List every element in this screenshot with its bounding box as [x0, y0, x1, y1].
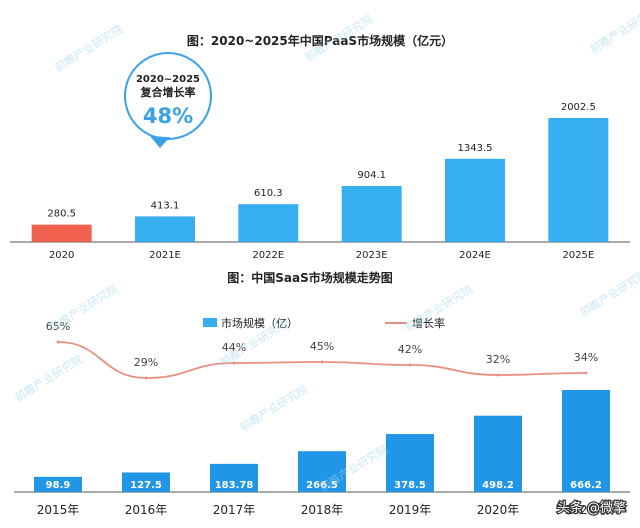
saas-tick-label: 2018年	[301, 503, 344, 517]
growth-rate-point	[232, 361, 236, 365]
saas-tick-label: 2016年	[125, 503, 168, 517]
saas-tick-label: 2015年	[37, 503, 80, 517]
saas-bar-2020年	[474, 415, 522, 492]
saas-bar-value-label: 666.2	[570, 480, 602, 491]
growth-rate-label: 65%	[46, 320, 70, 333]
saas-bar-value-label: 98.9	[46, 480, 71, 491]
legend-swatch-bar	[203, 318, 217, 327]
paas-tick-label: 2023E	[356, 250, 388, 261]
growth-rate-label: 32%	[486, 353, 510, 366]
paas-bar-2025E	[548, 118, 609, 242]
saas-bar-2021年	[562, 390, 610, 492]
growth-rate-point	[584, 371, 588, 375]
paas-chart-title: 图：2020~2025年中国PaaS市场规模（亿元）	[187, 33, 453, 48]
paas-bar-2023E	[341, 186, 402, 242]
saas-bar-value-label: 498.2	[482, 480, 514, 491]
paas-tick-label: 2021E	[149, 250, 181, 261]
paas-bar-2022E	[238, 204, 299, 242]
paas-bar-2021E	[135, 216, 195, 242]
paas-bar-2024E	[445, 158, 505, 242]
growth-rate-label: 44%	[222, 341, 246, 354]
saas-bar-2016年	[122, 472, 170, 492]
growth-rate-point	[408, 363, 412, 367]
paas-chart: 图：2020~2025年中国PaaS市场规模（亿元） 280.5 2020 413.1…	[10, 33, 630, 261]
paas-value-label: 280.5	[47, 209, 76, 220]
paas-bar-2020	[31, 224, 92, 242]
paas-tick-label: 2022E	[252, 250, 284, 261]
paas-value-label: 2002.5	[561, 102, 596, 113]
growth-rate-point	[56, 340, 60, 344]
saas-tick-label: 2017年	[213, 503, 256, 517]
growth-rate-point	[496, 373, 500, 377]
saas-bar-2017年	[210, 463, 258, 492]
saas-chart-title: 图：中国SaaS市场规模走势图	[227, 270, 392, 285]
saas-legend: 市场规模（亿） 增长率	[203, 316, 445, 330]
saas-bar-2019年	[386, 434, 434, 492]
growth-rate-label: 34%	[574, 351, 598, 364]
saas-bar-value-label: 266.5	[306, 480, 338, 491]
cagr-period: 2020~2025	[136, 74, 200, 85]
legend-label-line: 增长率	[412, 316, 445, 330]
paas-value-label: 413.1	[151, 200, 180, 211]
paas-tick-label: 2025E	[562, 250, 594, 261]
saas-tick-label: 2019年	[389, 503, 432, 517]
growth-rate-label: 42%	[398, 343, 422, 356]
saas-bar-2015年	[34, 476, 82, 492]
growth-rate-label: 29%	[134, 356, 158, 369]
paas-value-label: 1343.5	[458, 143, 493, 154]
growth-rate-point	[144, 376, 148, 380]
footer-credit: 头条 @微擎	[557, 500, 626, 516]
paas-tick-label: 2024E	[459, 250, 491, 261]
saas-tick-label: 2020年	[477, 503, 520, 517]
growth-rate-label: 45%	[310, 340, 334, 353]
cagr-value: 48%	[143, 104, 193, 128]
saas-tick-label: 2021年	[565, 503, 608, 517]
saas-bar-2018年	[298, 451, 346, 492]
saas-bar-value-label: 127.5	[130, 480, 162, 491]
saas-bar-value-label: 378.5	[394, 480, 426, 491]
paas-tick-label: 2020	[49, 250, 74, 261]
saas-bar-value-label: 183.78	[215, 480, 254, 491]
growth-rate-point	[320, 360, 324, 364]
paas-value-label: 610.3	[254, 188, 283, 199]
paas-value-label: 904.1	[357, 170, 386, 181]
cagr-label: 复合增长率	[140, 85, 196, 99]
legend-label-bar: 市场规模（亿）	[221, 316, 298, 330]
